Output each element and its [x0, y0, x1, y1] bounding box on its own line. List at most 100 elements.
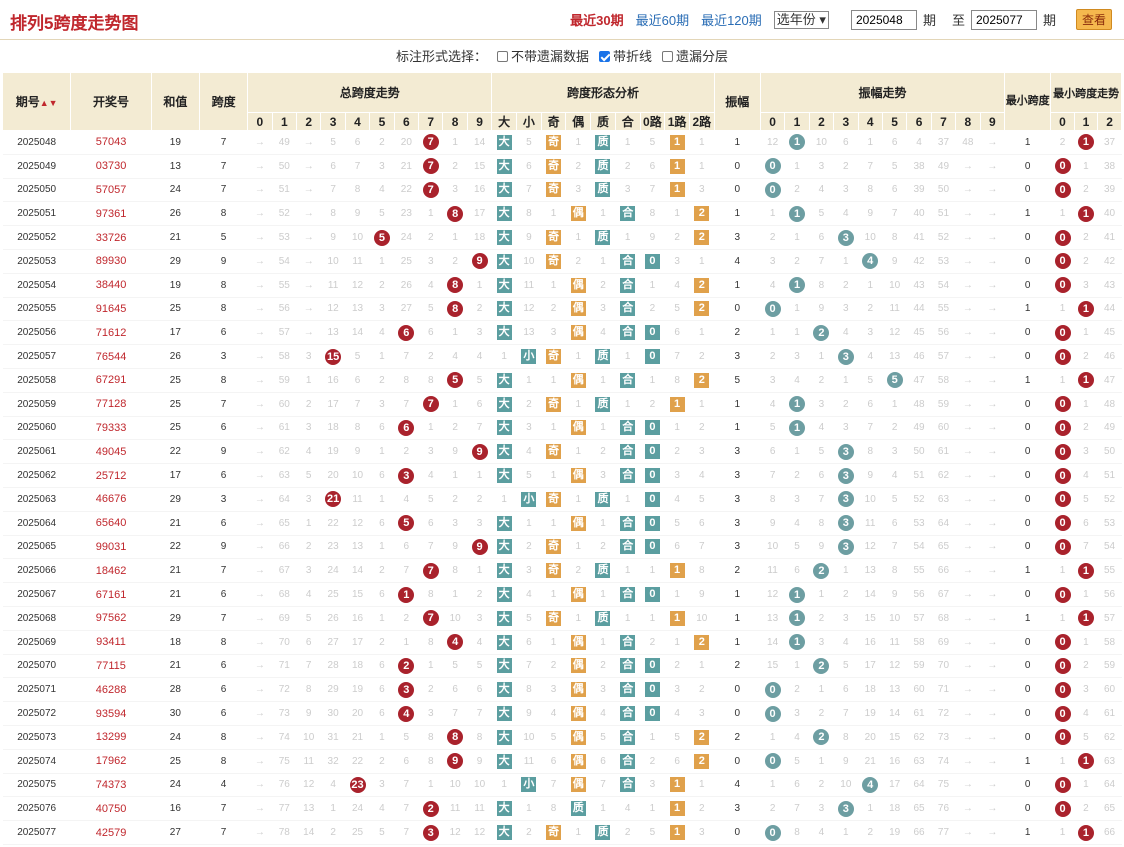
form-cell: 6 [516, 630, 542, 655]
hit-ball: 0 [1054, 419, 1071, 436]
view-button[interactable]: 查看 [1075, 9, 1112, 30]
form-badge: 2 [694, 230, 710, 246]
row-kaijiang: 67161 [70, 582, 152, 607]
checkbox-no-omission[interactable] [496, 50, 508, 62]
amp-cell: → [980, 439, 1005, 465]
amp-cell: 16 [882, 749, 907, 774]
checkbox-polyline[interactable] [599, 50, 610, 62]
amp-cell: 4 [760, 273, 785, 298]
from-period-input[interactable] [850, 9, 917, 30]
amp-cell: 6 [833, 677, 859, 703]
amp-cell: 57 [931, 344, 956, 369]
link-recent-30[interactable]: 最近30期 [570, 13, 624, 28]
row-min-span: 0 [1004, 344, 1051, 369]
span-cell: 61 [272, 416, 297, 441]
hit-ball: 1 [789, 419, 806, 436]
min-cell: 49 [1097, 416, 1122, 441]
form-cell-hit: 2 [689, 273, 715, 298]
amp-cell: → [955, 630, 981, 655]
form-cell-hit: 小 [516, 344, 542, 369]
amp-cell: 10 [882, 273, 907, 298]
amp-cell: 56 [931, 320, 956, 346]
row-kaijiang: 13299 [70, 724, 152, 750]
link-recent-60[interactable]: 最近60期 [635, 13, 690, 28]
span-cell: 5 [418, 486, 443, 512]
hit-ball: 2 [813, 657, 830, 674]
table-row: 2025054 38440 19 8 → 55 → 11 12 2 26 4 8 1 大 11 1 偶 2 合 1 4 2 1… [2, 273, 1122, 298]
span-cell-hit: 5 [394, 511, 419, 536]
row-min-span: 0 [1004, 773, 1051, 798]
form-cell-hit: 大 [491, 511, 517, 536]
row-qihao: 2025055 [2, 297, 71, 322]
form-cell: 2 [640, 749, 665, 774]
row-amp: 3 [714, 796, 761, 822]
form-cell: 1 [541, 582, 566, 607]
top-bar: 排列5跨度走势图 最近30期 最近60期 最近120期 选年份 ▾ 期 至 期 … [0, 0, 1124, 40]
span-cell: 50 [272, 154, 297, 179]
amp-cell-hit: 3 [833, 225, 859, 250]
form-badge: 0 [644, 420, 660, 436]
amp-cell: 6 [760, 439, 785, 465]
span-cell: 2 [418, 677, 443, 703]
amp-cell: 1 [760, 773, 785, 798]
form-badge: 大 [496, 420, 512, 436]
amp-cell: 7 [760, 463, 785, 488]
form-cell: 2 [516, 392, 542, 417]
span-cell: 2 [442, 486, 468, 512]
span-cell: 10 [442, 605, 468, 631]
sort-icon[interactable]: ▲▼ [39, 98, 58, 108]
link-recent-120[interactable]: 最近120期 [701, 13, 762, 28]
row-hezhi: 21 [151, 225, 200, 250]
amp-cell: 52 [931, 225, 956, 250]
span-cell: 2 [369, 273, 395, 298]
form-cell: 3 [590, 677, 616, 703]
amp-cell: → [980, 749, 1005, 774]
amp-cell: 44 [906, 297, 932, 322]
form-cell: 1 [664, 416, 690, 441]
checkbox-layering[interactable] [662, 50, 674, 62]
amp-cell: → [955, 439, 981, 465]
span-cell: 12 [345, 511, 370, 536]
form-badge: 0 [644, 682, 660, 698]
form-col-5: 合 [614, 112, 641, 131]
option-no-omission[interactable]: 不带遗漏数据 [496, 46, 589, 65]
col-qihao[interactable]: 期号▲▼ [1, 72, 72, 131]
span-cell: 6 [369, 654, 395, 679]
form-cell-hit: 奇 [541, 178, 566, 203]
form-cell: 1 [689, 654, 715, 679]
amp-cell: 5 [833, 654, 859, 679]
row-hezhi: 17 [151, 320, 200, 346]
option-layering[interactable]: 遗漏分层 [662, 46, 728, 65]
option-polyline[interactable]: 带折线 [599, 46, 652, 65]
form-badge: 大 [496, 658, 512, 674]
row-qihao: 2025065 [2, 535, 71, 560]
span-cell: 26 [320, 605, 346, 631]
span-cell: 6 [418, 511, 443, 536]
form-badge: 奇 [546, 182, 562, 198]
hit-ball: 1 [789, 610, 806, 627]
form-cell-hit: 合 [615, 654, 641, 679]
form-cell-hit: 0 [640, 416, 665, 441]
form-cell: 2 [565, 154, 591, 179]
row-kuadu: 7 [199, 820, 248, 845]
amp-cell: 5 [760, 416, 785, 441]
form-col-6: 0路 [639, 112, 666, 131]
amp-cell: 6 [833, 130, 859, 155]
year-select[interactable]: 选年份 ▾ [773, 10, 829, 29]
span-cell: 7 [394, 392, 419, 417]
hit-ball: 1 [1077, 205, 1094, 222]
row-min-span: 0 [1004, 486, 1051, 512]
form-cell-hit: 合 [615, 439, 641, 465]
span-cell: → [296, 297, 321, 322]
row-kuadu: 7 [199, 154, 248, 179]
form-badge: 0 [644, 325, 660, 341]
row-kuadu: 4 [199, 773, 248, 798]
form-cell-hit: 0 [640, 677, 665, 703]
span-cell: 6 [369, 511, 395, 536]
to-period-input[interactable] [970, 9, 1037, 30]
form-cell: 2 [664, 225, 690, 250]
form-cell: 5 [516, 130, 542, 155]
form-badge: 0 [644, 444, 660, 460]
hit-ball: 0 [764, 300, 781, 317]
form-cell: 1 [590, 796, 616, 822]
